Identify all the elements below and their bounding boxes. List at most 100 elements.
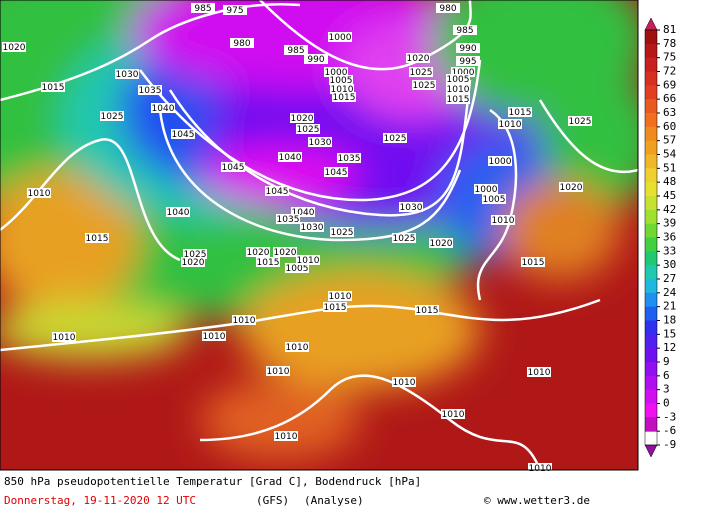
isobar-label-bg xyxy=(115,69,139,79)
isobar-labels: 1020103010351015102510401045104510401045… xyxy=(2,3,592,474)
isobar-label-bg xyxy=(446,94,470,104)
isobar-label-bg xyxy=(274,431,298,441)
caption-model: (GFS) xyxy=(256,494,289,507)
colorbar-segment xyxy=(645,113,657,128)
isobar-label-bg xyxy=(323,302,347,312)
colorbar-tick-label: 63 xyxy=(663,106,676,119)
isobar-label-bg xyxy=(256,257,280,267)
colorbar-tick-label: 78 xyxy=(663,37,676,50)
isobar-label-bg xyxy=(230,38,254,48)
isobar-label: 1010 xyxy=(492,216,515,226)
colorbar-tick-label: -6 xyxy=(663,424,676,437)
colorbar-segment xyxy=(645,292,657,308)
isobar-label-bg xyxy=(221,162,245,172)
isobar-label: 985 xyxy=(287,46,304,56)
colorbar-segment xyxy=(645,223,657,238)
isobar-label: 1030 xyxy=(116,70,139,80)
colorbar-segment xyxy=(645,85,657,100)
colorbar-segment xyxy=(645,168,657,183)
colorbar-segment xyxy=(645,196,657,211)
isobar-label-bg xyxy=(412,80,436,90)
isobar-label: 1015 xyxy=(447,95,470,105)
isobar-label-bg xyxy=(409,67,433,77)
isobar-label-bg xyxy=(446,74,470,84)
colorbar-segment xyxy=(645,279,657,294)
isobar-label: 980 xyxy=(439,4,456,14)
isobar-label-bg xyxy=(290,113,314,123)
isobar-label-bg xyxy=(399,202,423,212)
isobar-label-bg xyxy=(527,367,551,377)
isobar-label: 1010 xyxy=(233,316,256,326)
caption-credit: © www.wetter3.de xyxy=(484,494,590,507)
isobar-label: 975 xyxy=(226,6,243,16)
colorbar-tick-label: 30 xyxy=(663,258,676,271)
isobar-label: 980 xyxy=(233,39,250,49)
colorbar-tick-label: 39 xyxy=(663,217,676,230)
isobar-label-bg xyxy=(330,227,354,237)
isobar-label: 1025 xyxy=(297,125,320,135)
isobar-label: 1010 xyxy=(442,410,465,420)
colorbar-tick-label: 24 xyxy=(663,286,677,299)
isobar-label: 1000 xyxy=(489,157,512,167)
isobar-label: 1005 xyxy=(286,264,309,274)
isobar-label: 1035 xyxy=(277,215,300,225)
isobar-label-bg xyxy=(2,42,26,52)
isobar-label: 1030 xyxy=(400,203,423,213)
isobar-label-bg xyxy=(296,255,320,265)
colorbar-segment xyxy=(645,362,657,377)
isobar-label-bg xyxy=(559,182,583,192)
isobar-label-bg xyxy=(324,67,348,77)
caption-date: Donnerstag, 19-11-2020 12 UTC xyxy=(4,494,196,507)
colorbar-arrow xyxy=(644,444,658,458)
isobar-label-bg xyxy=(171,129,195,139)
isobar-label: 1015 xyxy=(324,303,347,313)
colorbar-segment xyxy=(645,43,657,59)
isobar-label-bg xyxy=(528,463,552,473)
caption-title: 850 hPa pseudopotentielle Temperatur [Gr… xyxy=(4,475,421,488)
isobar-label: 1000 xyxy=(325,68,348,78)
isobar-label-bg xyxy=(383,133,407,143)
colorbar-tick-label: 54 xyxy=(663,148,677,161)
isobar-label-bg xyxy=(429,238,453,248)
isobar-label: 1020 xyxy=(3,43,26,53)
isobar-label-bg xyxy=(392,233,416,243)
isobar-label: 1005 xyxy=(483,195,506,205)
isobar-label: 1035 xyxy=(139,86,162,96)
colorbar-segment xyxy=(645,237,657,252)
isobar-label: 1025 xyxy=(384,134,407,144)
isobar-label-bg xyxy=(285,342,309,352)
isobar-label: 1015 xyxy=(416,306,439,316)
isobar-label: 1045 xyxy=(266,187,289,197)
isobar-label-bg xyxy=(521,257,545,267)
isobar-label-bg xyxy=(52,332,76,342)
isobar-label: 1040 xyxy=(292,208,315,218)
isobar-label: 1010 xyxy=(297,256,320,266)
isobar-label: 1020 xyxy=(407,54,430,64)
isobar-label-bg xyxy=(498,119,522,129)
isobar-label-bg xyxy=(291,207,315,217)
isobar-label-bg xyxy=(246,247,270,257)
isobar-label: 1015 xyxy=(86,234,109,244)
isobar-label: 1010 xyxy=(499,120,522,130)
caption-run: (Analyse) xyxy=(304,494,364,507)
isobar-label: 1010 xyxy=(28,189,51,199)
isobar-label: 1030 xyxy=(301,223,324,233)
colorbar-segment xyxy=(645,306,657,321)
isobar-label-bg xyxy=(568,116,592,126)
isobar-label: 1025 xyxy=(410,68,433,78)
isobar-label-bg xyxy=(138,85,162,95)
isobar-label-bg xyxy=(474,184,498,194)
colorbar-tick-label: 6 xyxy=(663,369,670,382)
isobar-label: 1020 xyxy=(430,239,453,249)
isobar-label: 1025 xyxy=(569,117,592,127)
colorbar-tick-label: 69 xyxy=(663,78,676,91)
colorbar-tick-label: 33 xyxy=(663,244,676,257)
isobar-label-bg xyxy=(85,233,109,243)
colorbar-segment xyxy=(645,251,657,266)
isobar-label: 1010 xyxy=(203,332,226,342)
isobar-label-bg xyxy=(181,257,205,267)
isobar-label-bg xyxy=(406,53,430,63)
isobar-label: 1025 xyxy=(413,81,436,91)
